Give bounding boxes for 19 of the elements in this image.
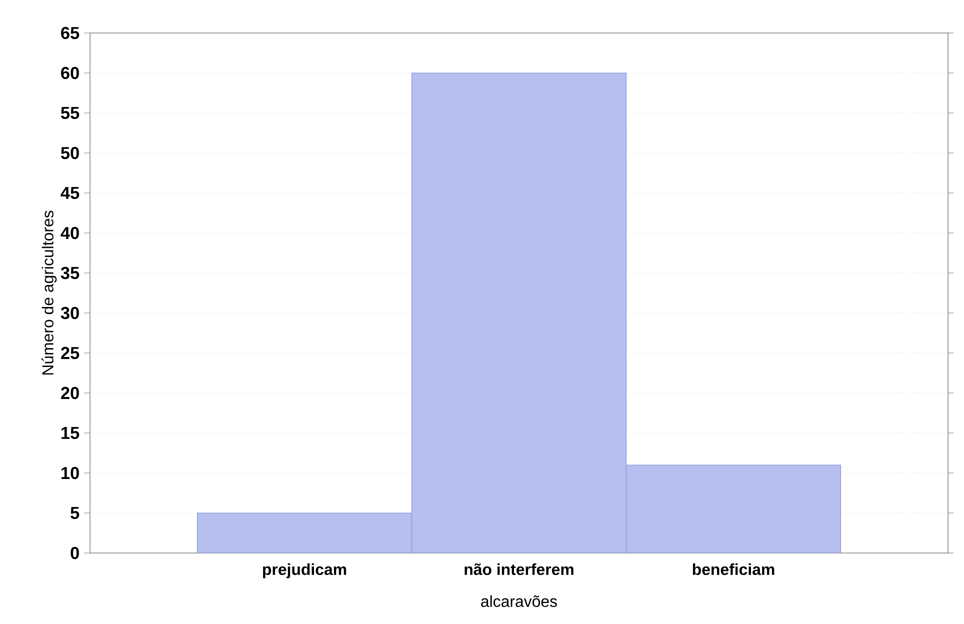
y-tick-label: 50 (60, 146, 79, 160)
y-tick-label: 60 (61, 66, 79, 80)
y-tick-label: 0 (70, 546, 79, 560)
y-tick-label: 5 (70, 506, 80, 520)
x-tick-label: beneficiam (692, 563, 774, 576)
y-tick-label: 65 (61, 26, 80, 40)
x-tick-label: prejudicam (263, 563, 346, 578)
y-tick-label: 35 (60, 266, 80, 280)
y-tick-label: 45 (60, 186, 80, 200)
x-tick-label: não interferem (464, 563, 574, 576)
y-tick-label: 40 (60, 226, 79, 240)
x-axis-title: alcaravões (481, 595, 557, 608)
y-tick-label: 10 (62, 466, 79, 480)
y-axis-title: Número de agricultores (42, 210, 57, 375)
y-tick-label: 15 (62, 426, 80, 440)
y-tick-label: 30 (60, 306, 79, 320)
y-tick-label: 20 (61, 386, 79, 400)
y-tick-label: 25 (61, 346, 80, 360)
y-tick-label: 55 (60, 106, 80, 120)
